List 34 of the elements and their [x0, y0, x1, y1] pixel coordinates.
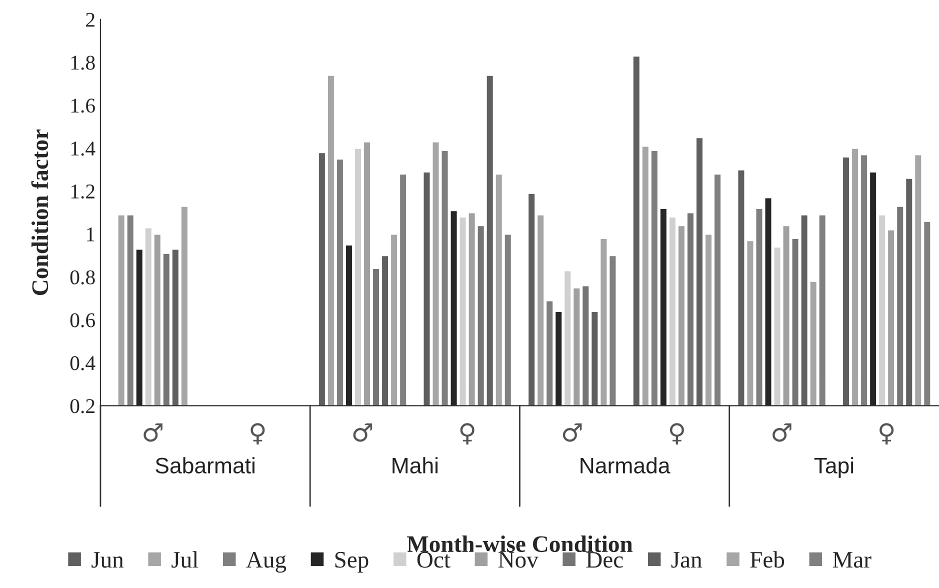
y-tick-label: 0.6 [70, 313, 95, 328]
y-tick-label: 1 [87, 228, 94, 242]
y-tick-label: 0.2 [70, 399, 94, 414]
text: Narmada [580, 457, 670, 474]
legend-label: Dec [586, 552, 623, 568]
legend-label: Oct [417, 552, 450, 568]
x-tick-label: ♂ [144, 423, 162, 442]
y-tick-label: 2 [86, 12, 94, 27]
x-axis-title: Month-wise Condition [406, 535, 633, 552]
y-tick-label: 0.8 [70, 270, 95, 284]
x-tick-label: ♂ [562, 423, 582, 442]
y-tick-label: 1.6 [71, 98, 95, 113]
legend-label: Aug [246, 552, 286, 573]
x-tick-label: ♀ [880, 423, 894, 445]
text: Tapi [814, 457, 854, 478]
legend-label: Feb [750, 551, 784, 568]
legend-label: Jun [92, 552, 124, 568]
text: Mahi [392, 457, 438, 474]
y-tick-label: 1.4 [71, 142, 96, 156]
x-tick-label: ♀ [250, 423, 265, 445]
x-tick-label: ♂ [353, 423, 372, 442]
y-tick-label: 1.2 [71, 184, 94, 199]
legend-label: Sep [335, 552, 368, 573]
y-tick-label: 0.4 [70, 356, 96, 370]
x-tick-label: ♀ [460, 423, 474, 445]
legend-label: Nov [498, 552, 538, 568]
text: Sabarmati [156, 457, 254, 474]
y-axis-title: Condition factor [31, 129, 48, 296]
legend-label: Jan [671, 552, 702, 568]
legend-label: Mar [832, 552, 872, 568]
x-tick-label: ♀ [670, 423, 684, 445]
legend-label: Jul [172, 551, 198, 568]
x-tick-label: ♂ [772, 423, 792, 442]
y-tick-label: 1.8 [71, 56, 95, 70]
